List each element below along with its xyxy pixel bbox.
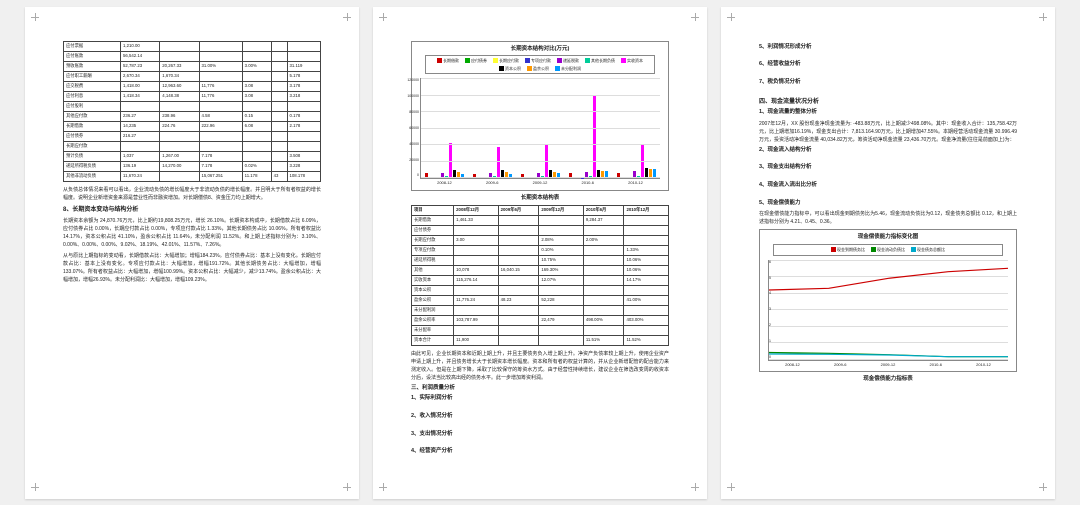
table-row: 未分配利润	[412, 305, 669, 315]
paragraph: 在现金偿债能力指标中，可以看出现金到期债务比为5.46，现金流动负债比为0.12…	[759, 210, 1017, 226]
crop-mark	[343, 483, 353, 493]
crop-mark	[691, 483, 701, 493]
crop-mark	[343, 13, 353, 23]
paragraph: 从与原比上期指标的变动看，长期借款占比：大幅增加；增幅184.23%。应付债券占…	[63, 252, 321, 284]
table-row: 应交税费1,418.0012,963.6011,7763.083.178	[64, 81, 321, 91]
section-heading: 5、现金偿债能力	[759, 200, 1017, 208]
table-row: 其他应付款236.27238.964.580.150.178	[64, 111, 321, 121]
table-row: 未分配率	[412, 325, 669, 335]
table-row: 资本公积	[412, 285, 669, 295]
table-caption: 现金偿债能力指标表	[759, 376, 1017, 384]
legend-item: 长期借款	[437, 58, 459, 64]
page-3: 5、利润情况形成分析 6、经营收益分析 7、税负情况分析 四、现金流量状况分析 …	[721, 7, 1055, 499]
crop-mark	[691, 13, 701, 23]
legend-item: 现金债务总额比	[911, 247, 945, 253]
section-heading: 3、支出情况分析	[411, 431, 669, 439]
table-row: 长期应付款	[64, 141, 321, 151]
chart-legend: 现金到期债务比现金流动负债比现金债务总额比	[773, 244, 1002, 256]
page-1: 应付票据1,210.00应付账款56,542.14预收账款52,787.2320…	[25, 7, 359, 499]
crop-mark	[727, 13, 737, 23]
table-row: 应付债券216.27	[64, 131, 321, 141]
paragraph: 由此可见，企业长期资本和近期上期上升，并且主要债务负入增上期上升。净资产负债率较…	[411, 350, 669, 382]
paragraph: 长期资本余额为 24,870.76万元，比上期约19,808.25万元，增长 2…	[63, 217, 321, 249]
capital-structure-table: 项目2008年12月2009年6月2009年12月2010年6月2010年12月…	[411, 205, 669, 346]
section-heading: 7、税负情况分析	[759, 79, 1017, 87]
legend-item: 现金到期债务比	[831, 247, 865, 253]
section-heading: 四、现金流量状况分析	[759, 98, 1017, 106]
x-axis: 2008-122009-62009-122010-62010-12	[768, 362, 1008, 368]
section-heading: 1、实际利润分析	[411, 395, 669, 403]
crop-mark	[31, 13, 41, 23]
table-row: 应付职工薪酬2,670.341,670.345.178	[64, 71, 321, 81]
table-row: 盈余公积率103,787.9922,479498.00%403.00%	[412, 315, 669, 325]
crop-mark	[31, 483, 41, 493]
table-row: 应付票据1,210.00	[64, 41, 321, 51]
table-row: 其他10,07816,040.15169.30%10.06%	[412, 265, 669, 275]
chart-legend: 长期借款应付债券长期应付款专项应付款递延税款其他长期负债实收资本资本公积盈余公积…	[425, 55, 654, 74]
section-heading: 5、利润情况形成分析	[759, 44, 1017, 52]
page-2: 长期资本结构对比(万元) 长期借款应付债券长期应付款专项应付款递延税款其他长期负…	[373, 7, 707, 499]
table-row: 其他非流动负债11,670.2415,067.25111.17843108.17…	[64, 171, 321, 181]
table-row: 预收账款52,787.2320,267.3331.00%3.00%31.119	[64, 61, 321, 71]
section-heading: 4、经营资产分析	[411, 448, 669, 456]
legend-item: 盈余公积	[527, 66, 549, 72]
chart-title: 现金偿债能力指标变化图	[764, 234, 1012, 242]
line-svg	[769, 260, 1008, 360]
x-axis: 2008-122009-62009-122010-62010-12	[420, 180, 660, 186]
crop-mark	[379, 483, 389, 493]
bar-chart-container: 长期资本结构对比(万元) 长期借款应付债券长期应付款专项应付款递延税款其他长期负…	[411, 41, 669, 191]
legend-item: 现金流动负债比	[871, 247, 905, 253]
legend-item: 专项应付款	[525, 58, 551, 64]
table-row: 长期应付款3.002.08%2.00%	[412, 235, 669, 245]
table-row: 实收资本115,276.1412.07%14.17%	[412, 275, 669, 285]
table-row: 应付利息1,418.344,148.3811,7763.083.218	[64, 91, 321, 101]
section-heading: 2、收入情况分析	[411, 413, 669, 421]
legend-item: 递延税款	[557, 58, 579, 64]
legend-item: 其他长期负债	[585, 58, 615, 64]
table-row: 应付账款56,542.14	[64, 51, 321, 61]
line-series	[769, 354, 1008, 357]
section-heading: 2、现金流入结构分析	[759, 147, 1017, 155]
legend-item: 未分配利润	[555, 66, 581, 72]
bar-chart: 020000400006000080000100000120000	[420, 78, 660, 179]
paragraph: 2007年12月，XX 股份现金净现金流量为: -483.88万元，比上期减少4…	[759, 120, 1017, 144]
legend-item: 应付债券	[465, 58, 487, 64]
liabilities-table: 应付票据1,210.00应付账款56,542.14预收账款52,787.2320…	[63, 41, 321, 182]
section-heading: 1、现金流量的整体分析	[759, 109, 1017, 117]
table-row: 预计负债1,0371,267.007.1783.508	[64, 151, 321, 161]
section-heading: 6、经营收益分析	[759, 61, 1017, 69]
legend-item: 资本公积	[499, 66, 521, 72]
paragraph: 从负债总体情况来看可以看出，企业流动负债的增长幅度大于非流动负债的增长幅度。并且…	[63, 186, 321, 202]
section-heading: 三、利润质量分析	[411, 385, 669, 393]
line-series	[769, 268, 1008, 290]
crop-mark	[727, 483, 737, 493]
table-row: 专项应付款0.10%1.33%	[412, 245, 669, 255]
section-heading: 8、长期资本变动与结构分析	[63, 206, 321, 214]
table-row: 应付债券	[412, 225, 669, 235]
line-chart: 0123456	[768, 260, 1008, 361]
legend-item: 实收资本	[621, 58, 643, 64]
table-row: 应付股利	[64, 101, 321, 111]
crop-mark	[1039, 483, 1049, 493]
crop-mark	[1039, 13, 1049, 23]
chart-title: 长期资本结构对比(万元)	[416, 46, 664, 54]
table-title: 长期资本结构表	[411, 195, 669, 203]
table-row: 递延所得税负债136.1914,270.007.1780.02%3.228	[64, 161, 321, 171]
table-row: 盈余公积11,776.2448.2352,22841.00%	[412, 295, 669, 305]
table-row: 长期借款14,235224.76222.966.082.178	[64, 121, 321, 131]
table-row: 资本合计11,90011.51%11.52%	[412, 335, 669, 345]
legend-item: 长期应付款	[493, 58, 519, 64]
table-row: 递延所得税10.75%10.06%	[412, 255, 669, 265]
section-heading: 3、现金支出结构分析	[759, 164, 1017, 172]
table-row: 长期借款1,461.339,284.37	[412, 215, 669, 225]
section-heading: 4、现金流入流出比分析	[759, 182, 1017, 190]
crop-mark	[379, 13, 389, 23]
line-chart-container: 现金偿债能力指标变化图 现金到期债务比现金流动负债比现金债务总额比 012345…	[759, 229, 1017, 372]
table-header: 项目2008年12月2009年6月2009年12月2010年6月2010年12月	[412, 205, 669, 215]
